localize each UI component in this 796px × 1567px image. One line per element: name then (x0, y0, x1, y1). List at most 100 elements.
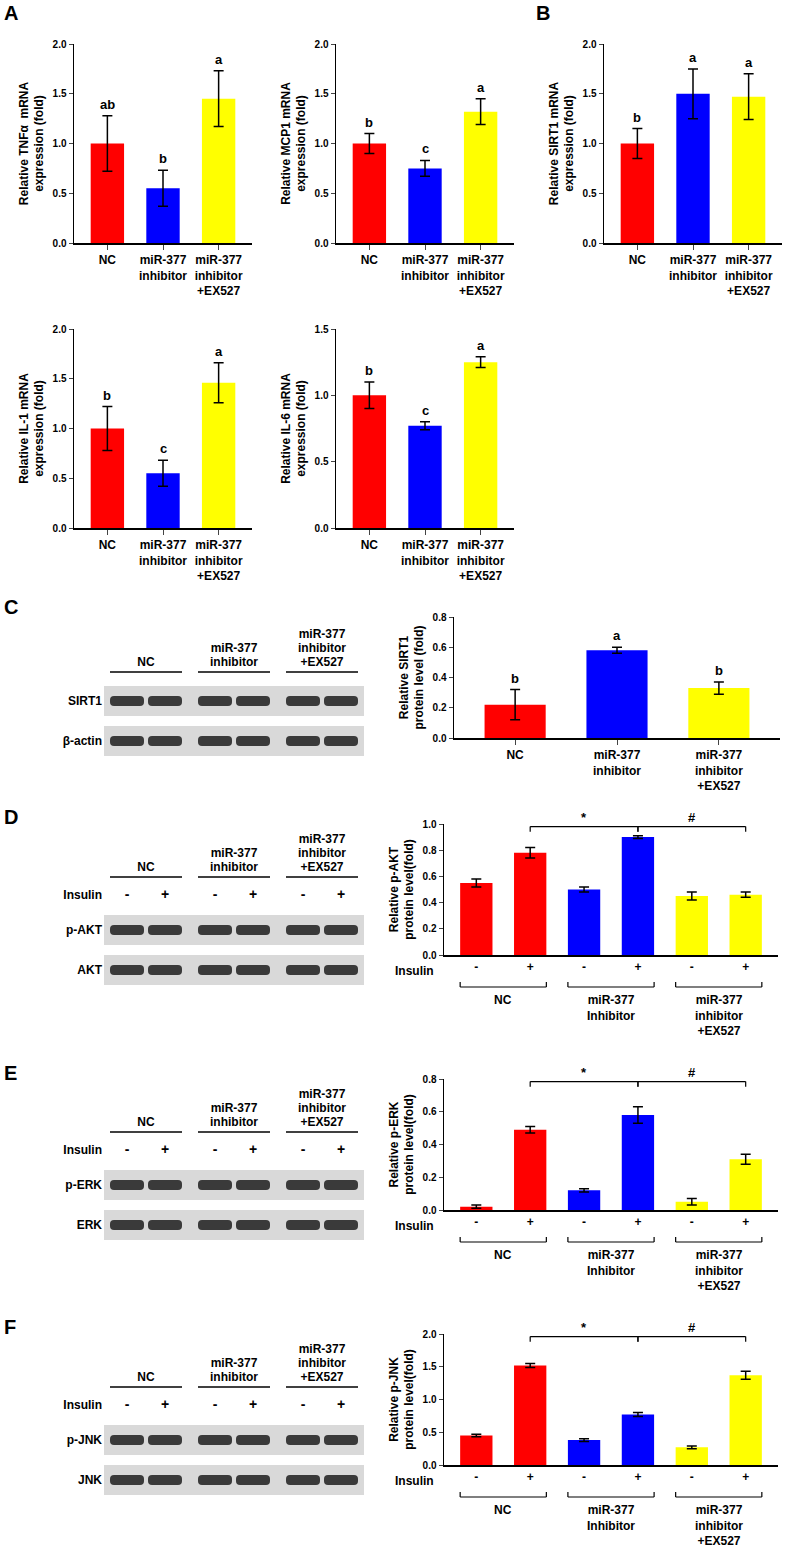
svg-text:2.0: 2.0 (315, 39, 329, 50)
svg-text:a: a (215, 52, 223, 67)
svg-text:0.5: 0.5 (315, 188, 329, 199)
svg-text:1.0: 1.0 (315, 138, 329, 149)
svg-text:miR-377inhibitor+EX527: miR-377inhibitor+EX527 (457, 538, 505, 583)
svg-text:+: + (634, 1215, 641, 1229)
svg-text:Relative SIRT1protein level (f: Relative SIRT1protein level (fold) (397, 625, 427, 729)
svg-text:p-ERK: p-ERK (65, 1178, 102, 1192)
svg-text:0.0: 0.0 (423, 1205, 437, 1216)
svg-text:0.2: 0.2 (433, 702, 447, 713)
svg-text:0.6: 0.6 (433, 642, 447, 653)
svg-text:-: - (213, 1141, 218, 1157)
svg-text:inhibitor: inhibitor (210, 1370, 258, 1384)
svg-text:0.0: 0.0 (423, 950, 437, 961)
svg-text:miR-377inhibitor: miR-377inhibitor (139, 538, 187, 568)
svg-text:+: + (337, 1396, 345, 1412)
svg-text:-: - (301, 1141, 306, 1157)
svg-text:+: + (634, 960, 641, 974)
svg-text:-: - (125, 1141, 130, 1157)
svg-text:miR-377Inhibitor: miR-377Inhibitor (587, 993, 635, 1023)
svg-text:a: a (215, 344, 223, 359)
svg-text:inhibitor: inhibitor (298, 846, 346, 860)
svg-text:NC: NC (494, 993, 512, 1007)
svg-text:AKT: AKT (77, 963, 102, 977)
svg-text:1.0: 1.0 (423, 1394, 437, 1405)
svg-text:-: - (474, 960, 478, 974)
svg-text:-: - (582, 960, 586, 974)
svg-text:0.5: 0.5 (423, 1427, 437, 1438)
svg-text:*: * (581, 1320, 587, 1335)
svg-text:+: + (249, 1141, 257, 1157)
svg-text:c: c (160, 441, 167, 456)
svg-text:+: + (742, 1470, 749, 1484)
svg-text:1.0: 1.0 (53, 138, 67, 149)
svg-text:0.4: 0.4 (433, 672, 447, 683)
svg-text:NC: NC (137, 1115, 155, 1129)
svg-text:miR-377: miR-377 (299, 627, 346, 641)
svg-text:miR-377: miR-377 (211, 846, 258, 860)
svg-text:+EX527: +EX527 (300, 1115, 343, 1129)
svg-text:+: + (161, 1396, 169, 1412)
svg-text:2.0: 2.0 (583, 39, 597, 50)
svg-text:+: + (742, 960, 749, 974)
svg-text:0.0: 0.0 (433, 733, 447, 744)
svg-text:0.2: 0.2 (423, 1172, 437, 1183)
svg-text:1.5: 1.5 (315, 324, 329, 335)
svg-text:1.0: 1.0 (53, 423, 67, 434)
svg-text:a: a (477, 338, 485, 353)
svg-text:c: c (422, 141, 429, 156)
svg-text:-: - (474, 1470, 478, 1484)
svg-text:1.0: 1.0 (423, 819, 437, 830)
svg-text:0.8: 0.8 (433, 612, 447, 623)
svg-text:-: - (125, 1396, 130, 1412)
svg-text:Insulin: Insulin (63, 888, 102, 902)
svg-text:miR-377inhibitor: miR-377inhibitor (593, 748, 641, 778)
svg-text:+EX527: +EX527 (300, 655, 343, 669)
svg-text:β-actin: β-actin (63, 734, 102, 748)
svg-text:-: - (125, 886, 130, 902)
svg-text:inhibitor: inhibitor (210, 655, 258, 669)
svg-text:NC: NC (99, 538, 117, 552)
svg-text:miR-377inhibitor+EX527: miR-377inhibitor+EX527 (695, 748, 743, 793)
svg-text:-: - (301, 886, 306, 902)
svg-text:NC: NC (629, 253, 647, 267)
svg-text:Insulin: Insulin (395, 1474, 434, 1488)
svg-text:+EX527: +EX527 (300, 860, 343, 874)
svg-text:+: + (527, 1470, 534, 1484)
svg-text:+: + (337, 1141, 345, 1157)
svg-text:b: b (159, 151, 167, 166)
svg-text:a: a (745, 55, 753, 70)
svg-text:0.2: 0.2 (423, 923, 437, 934)
svg-text:+: + (249, 886, 257, 902)
svg-text:0.5: 0.5 (53, 188, 67, 199)
svg-text:0.0: 0.0 (53, 238, 67, 249)
svg-text:Relative MCP1 mRNAexpression (: Relative MCP1 mRNAexpression (fold) (279, 82, 309, 205)
svg-text:inhibitor: inhibitor (298, 641, 346, 655)
svg-text:miR-377Inhibitor: miR-377Inhibitor (587, 1503, 635, 1533)
svg-text:NC: NC (361, 253, 379, 267)
svg-text:-: - (690, 960, 694, 974)
svg-text:*: * (581, 810, 587, 825)
svg-text:-: - (213, 886, 218, 902)
svg-text:1.5: 1.5 (53, 88, 67, 99)
svg-text:NC: NC (494, 1503, 512, 1517)
svg-text:Relative p-AKTprotein level(fo: Relative p-AKTprotein level(fold) (387, 839, 417, 940)
svg-text:-: - (213, 1396, 218, 1412)
svg-text:#: # (688, 1320, 696, 1335)
svg-text:+: + (161, 1141, 169, 1157)
svg-text:Relative IL-1 mRNAexpression (: Relative IL-1 mRNAexpression (fold) (17, 373, 47, 484)
svg-text:-: - (474, 1215, 478, 1229)
svg-text:NC: NC (99, 253, 117, 267)
svg-text:b: b (633, 110, 641, 125)
svg-text:NC: NC (361, 538, 379, 552)
svg-text:#: # (688, 1065, 696, 1080)
svg-text:NC: NC (137, 1370, 155, 1384)
svg-text:miR-377: miR-377 (211, 1356, 258, 1370)
svg-text:Relative SIRT1 mRNAexpression: Relative SIRT1 mRNAexpression (fold) (547, 81, 577, 205)
svg-text:1.0: 1.0 (315, 390, 329, 401)
svg-text:0.6: 0.6 (423, 1106, 437, 1117)
svg-text:Relative IL-6 mRNAexpression (: Relative IL-6 mRNAexpression (fold) (279, 373, 309, 484)
svg-text:a: a (689, 50, 697, 65)
svg-text:Insulin: Insulin (63, 1143, 102, 1157)
svg-text:inhibitor: inhibitor (298, 1356, 346, 1370)
svg-text:Relative TNFα mRNAexpression: Relative TNFα mRNAexpression (fold) (17, 81, 47, 205)
